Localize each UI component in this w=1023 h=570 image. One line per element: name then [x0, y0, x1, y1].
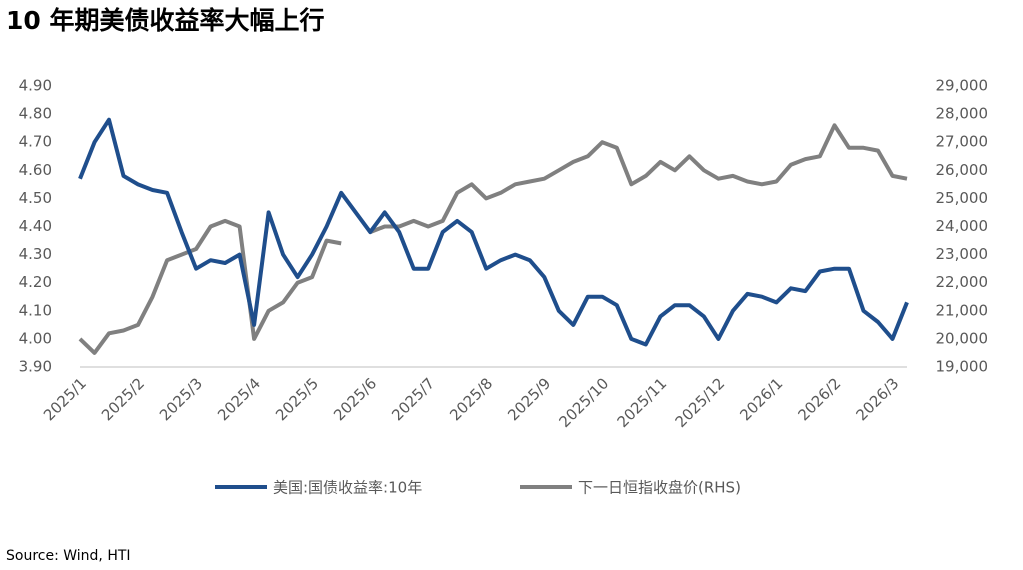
series-line	[78, 117, 909, 347]
x-tick-label: 2025/2	[98, 374, 148, 424]
x-tick-label: 2025/11	[614, 374, 671, 431]
x-tick-label: 2025/9	[504, 374, 554, 424]
y-tick-label: 4.60	[19, 161, 52, 179]
chart-title: 10 年期美债收益率大幅上行	[6, 6, 325, 35]
x-tick-label: 2025/6	[330, 374, 380, 424]
source: Source: Wind, HTI	[6, 548, 131, 564]
y2-tick-label: 28,000	[936, 105, 989, 123]
y2-tick-label: 29,000	[936, 77, 989, 95]
x-tick-label: 2025/8	[446, 374, 496, 424]
y2-tick-label: 20,000	[936, 329, 989, 347]
series-line	[78, 123, 908, 355]
x-tick-label: 2026/3	[852, 374, 902, 424]
x-tick-label: 2025/4	[214, 374, 264, 424]
y-tick-label: 4.40	[19, 217, 52, 235]
y2-tick-label: 27,000	[936, 133, 989, 151]
x-tick-label: 2025/10	[556, 374, 613, 431]
x-tick-label: 2025/12	[672, 374, 729, 431]
y-tick-label: 4.50	[19, 189, 52, 207]
x-tick-label: 2026/2	[794, 374, 844, 424]
x-tick-label: 2025/5	[272, 374, 322, 424]
x-tick-label: 2026/1	[736, 374, 786, 424]
y-tick-label: 4.10	[19, 301, 52, 319]
y2-tick-label: 23,000	[936, 245, 989, 263]
y-tick-label: 4.20	[19, 273, 52, 291]
y-tick-label: 4.80	[19, 105, 52, 123]
legend-label: 美国:国债收益率:10年	[273, 479, 422, 497]
x-tick-label: 2025/7	[388, 374, 438, 424]
y-tick-label: 4.90	[19, 77, 52, 95]
legend-label: 下一日恒指收盘价(RHS)	[578, 479, 741, 497]
x-tick-label: 2025/1	[40, 374, 90, 424]
x-tick-label: 2025/3	[156, 374, 206, 424]
y2-tick-label: 25,000	[936, 189, 989, 207]
y-tick-label: 4.00	[19, 329, 52, 347]
y-tick-label: 4.30	[19, 245, 52, 263]
y2-tick-label: 19,000	[936, 358, 989, 376]
y2-tick-label: 24,000	[936, 217, 989, 235]
y-tick-label: 4.70	[19, 133, 52, 151]
y2-tick-label: 26,000	[936, 161, 989, 179]
y2-tick-label: 21,000	[936, 301, 989, 319]
y2-tick-label: 22,000	[936, 273, 989, 291]
y-tick-label: 3.90	[19, 358, 52, 376]
